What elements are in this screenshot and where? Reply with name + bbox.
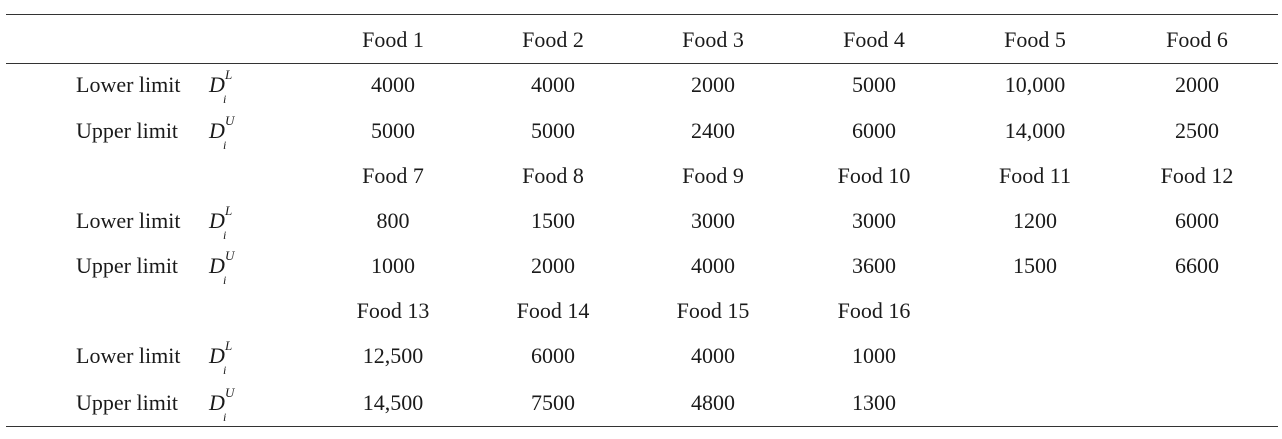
column-header: Food 13 — [356, 298, 430, 323]
symbol-superscript: U — [225, 385, 235, 400]
upper-limit-value: 1000 — [371, 253, 415, 278]
upper-limit-value: 6000 — [852, 118, 896, 143]
lower-limit-value: 6000 — [531, 343, 575, 368]
lower-limit-value: 4000 — [371, 72, 415, 97]
symbol-subscript: i — [223, 138, 227, 152]
lower-limit-value: 2000 — [691, 72, 735, 97]
symbol-superscript: U — [225, 248, 235, 263]
column-header: Food 4 — [843, 27, 905, 52]
upper-limit-label: Upper limit — [76, 390, 179, 415]
symbol-subscript: i — [223, 273, 227, 287]
symbol-base: D — [209, 118, 225, 143]
symbol-subscript: i — [223, 228, 227, 242]
symbol-base: D — [209, 208, 225, 233]
symbol-base: D — [209, 390, 225, 415]
symbol-base: D — [209, 253, 225, 278]
lower-limit-label: Lower limit — [76, 72, 181, 97]
upper-limit-value: 2400 — [691, 118, 735, 143]
upper-limit-value: 1500 — [1013, 253, 1057, 278]
table-bottom-rule — [6, 426, 1278, 427]
upper-limit-value: 6600 — [1175, 253, 1219, 278]
symbol-subscript: i — [223, 410, 227, 424]
column-header: Food 7 — [362, 163, 424, 188]
upper-limit-value: 1300 — [852, 390, 896, 415]
upper-limit-value: 4000 — [691, 253, 735, 278]
lower-limit-value: 5000 — [852, 72, 896, 97]
lower-limit-label: Lower limit — [76, 208, 181, 233]
symbol-superscript: L — [225, 338, 233, 353]
lower-limit-value: 3000 — [852, 208, 896, 233]
table-top-rule — [6, 14, 1278, 15]
symbol-superscript: L — [225, 203, 233, 218]
column-header: Food 14 — [516, 298, 590, 323]
lower-limit-value: 4000 — [691, 343, 735, 368]
lower-limit-label: Lower limit — [76, 343, 181, 368]
column-header: Food 16 — [837, 298, 911, 323]
column-header: Food 15 — [676, 298, 750, 323]
column-header: Food 10 — [837, 163, 911, 188]
symbol-base: D — [209, 343, 225, 368]
column-header: Food 3 — [682, 27, 744, 52]
upper-limit-label: Upper limit — [76, 118, 179, 143]
lower-limit-value: 3000 — [691, 208, 735, 233]
lower-limit-value: 2000 — [1175, 72, 1219, 97]
upper-limit-value: 2000 — [531, 253, 575, 278]
lower-limit-value: 1000 — [852, 343, 896, 368]
upper-limit-value: 7500 — [531, 390, 575, 415]
column-header: Food 8 — [522, 163, 584, 188]
upper-limit-value: 4800 — [691, 390, 735, 415]
lower-limit-value: 4000 — [531, 72, 575, 97]
symbol-subscript: i — [223, 92, 227, 106]
column-header: Food 5 — [1004, 27, 1066, 52]
upper-limit-value: 5000 — [371, 118, 415, 143]
table-header-rule — [6, 63, 1278, 64]
upper-limit-value: 2500 — [1175, 118, 1219, 143]
lower-limit-value: 6000 — [1175, 208, 1219, 233]
symbol-superscript: L — [225, 67, 233, 82]
column-header: Food 6 — [1166, 27, 1228, 52]
upper-limit-value: 14,000 — [1004, 118, 1066, 143]
symbol-subscript: i — [223, 363, 227, 377]
lower-limit-value: 800 — [376, 208, 410, 233]
lower-limit-value: 12,500 — [362, 343, 424, 368]
column-header: Food 2 — [522, 27, 584, 52]
lower-limit-value: 1500 — [531, 208, 575, 233]
column-header: Food 1 — [362, 27, 424, 52]
upper-limit-value: 5000 — [531, 118, 575, 143]
column-header: Food 11 — [999, 163, 1071, 188]
upper-limit-value: 3600 — [852, 253, 896, 278]
column-header: Food 9 — [682, 163, 744, 188]
upper-limit-value: 14,500 — [362, 390, 424, 415]
upper-limit-label: Upper limit — [76, 253, 179, 278]
column-header: Food 12 — [1160, 163, 1234, 188]
lower-limit-value: 10,000 — [1004, 72, 1066, 97]
symbol-superscript: U — [225, 113, 235, 128]
lower-limit-value: 1200 — [1013, 208, 1057, 233]
symbol-base: D — [209, 72, 225, 97]
